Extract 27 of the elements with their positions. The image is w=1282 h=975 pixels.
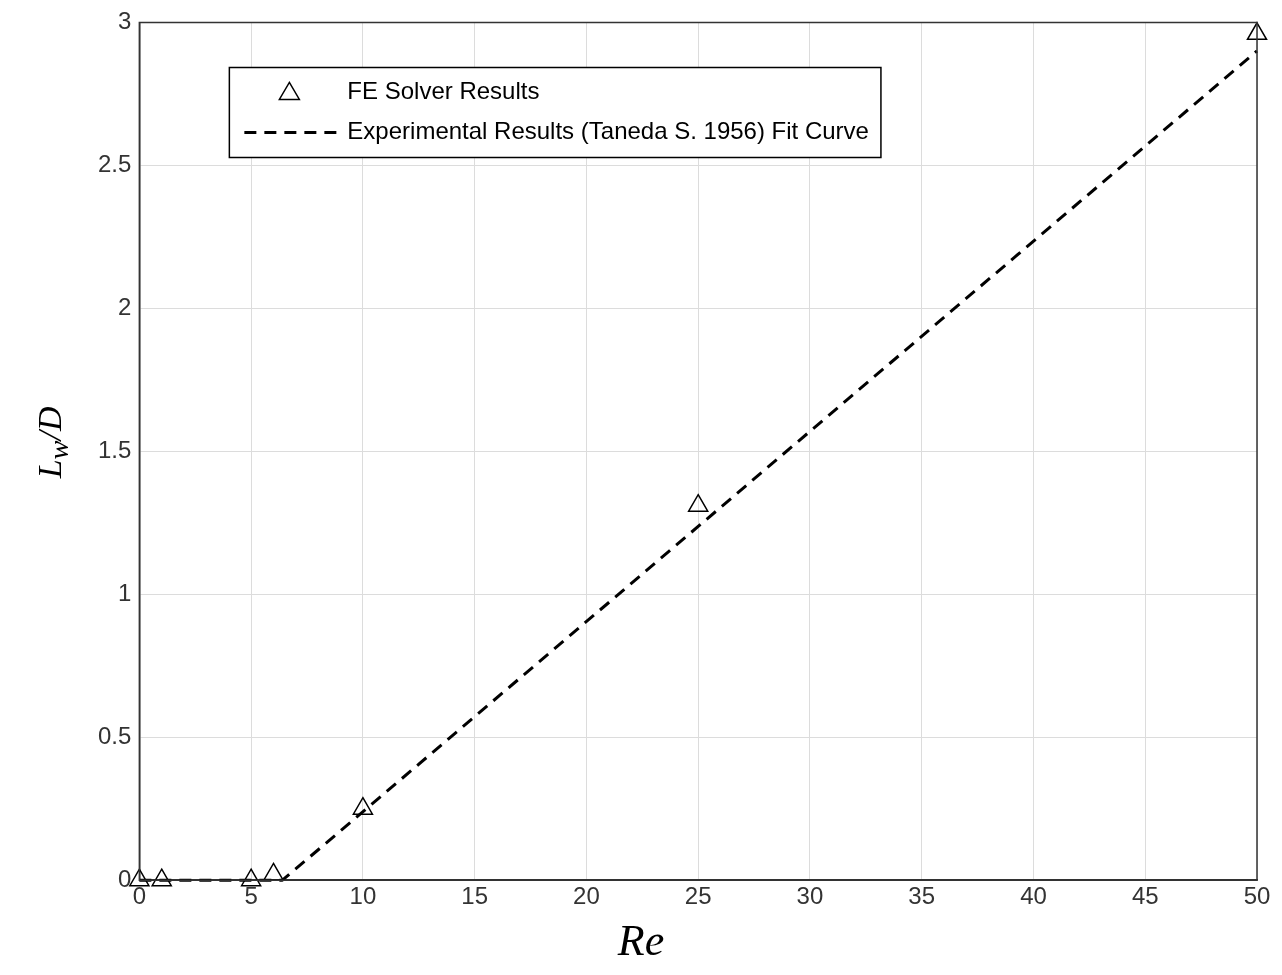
x-tick-label: 35	[908, 882, 936, 910]
x-tick-label: 50	[1243, 882, 1271, 910]
point	[352, 796, 374, 815]
x-tick-label: 10	[349, 882, 377, 910]
point	[240, 868, 262, 887]
y-tick-label: 0	[118, 864, 132, 892]
point	[687, 493, 709, 512]
point	[1246, 22, 1268, 41]
point	[263, 862, 284, 881]
x-tick-label: 45	[1131, 882, 1159, 910]
x-tick-label: 30	[796, 882, 824, 910]
point	[151, 868, 172, 887]
y-tick-label: 2	[118, 292, 132, 320]
y-tick-label: 2.5	[97, 149, 132, 177]
x-tick-label: 20	[573, 882, 600, 910]
y-tick-label: 1	[118, 578, 132, 606]
x-tick-label: 25	[684, 882, 712, 910]
x-tick-label: 5	[244, 882, 258, 910]
y-tick-label: 3	[118, 7, 132, 35]
legend-label: FE Solver Results	[347, 77, 540, 105]
y-tick-label: 0.5	[97, 721, 132, 749]
x-tick-label: 40	[1020, 882, 1047, 910]
legend-label: Experimental Results (Taneda S. 1956) Fit Curve	[347, 117, 869, 145]
point	[129, 868, 150, 887]
x-axis-title: Re	[616, 915, 666, 966]
y-tick-label: 1.5	[97, 435, 132, 463]
x-tick-label: 15	[461, 882, 489, 910]
